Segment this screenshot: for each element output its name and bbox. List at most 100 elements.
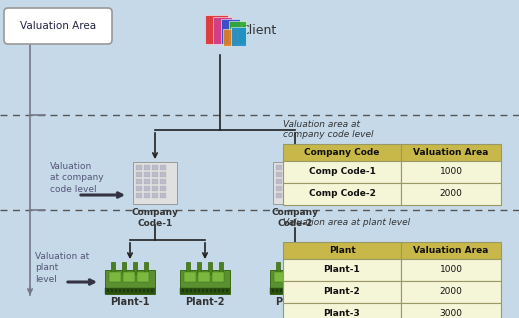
Bar xyxy=(206,289,208,292)
Bar xyxy=(219,262,223,274)
Bar xyxy=(274,272,286,282)
Bar xyxy=(300,289,302,292)
FancyBboxPatch shape xyxy=(228,20,245,44)
Bar xyxy=(276,186,282,191)
Bar xyxy=(292,165,298,170)
Bar xyxy=(283,242,401,259)
Text: Plant-1: Plant-1 xyxy=(324,266,360,274)
Bar xyxy=(283,144,401,161)
Bar xyxy=(284,289,286,292)
Bar xyxy=(283,303,401,318)
Text: 1000: 1000 xyxy=(440,168,462,176)
Bar xyxy=(270,270,320,294)
Bar xyxy=(284,165,290,170)
Bar xyxy=(105,288,155,294)
Bar xyxy=(300,186,306,191)
FancyBboxPatch shape xyxy=(4,8,112,44)
Bar xyxy=(144,262,148,274)
Bar xyxy=(288,289,290,292)
Text: Company
Code-1: Company Code-1 xyxy=(131,208,179,228)
Bar xyxy=(284,179,290,184)
Bar xyxy=(136,172,142,177)
Bar xyxy=(186,262,190,274)
Bar xyxy=(152,172,158,177)
Bar xyxy=(214,289,216,292)
Text: Valuation area at
company code level: Valuation area at company code level xyxy=(283,120,374,139)
FancyBboxPatch shape xyxy=(204,15,227,44)
Bar xyxy=(107,289,109,292)
Bar xyxy=(136,193,142,198)
Bar xyxy=(300,172,306,177)
Bar xyxy=(276,179,282,184)
Bar xyxy=(136,165,142,170)
Bar xyxy=(401,259,501,281)
Bar xyxy=(316,289,318,292)
Bar xyxy=(288,272,300,282)
Text: Valuation Area: Valuation Area xyxy=(413,246,489,255)
Bar xyxy=(284,186,290,191)
Bar xyxy=(308,289,310,292)
Bar xyxy=(136,179,142,184)
Bar xyxy=(160,165,166,170)
Bar xyxy=(160,186,166,191)
Text: Plant-3: Plant-3 xyxy=(324,309,360,318)
Bar xyxy=(300,193,306,198)
Text: Plant-2: Plant-2 xyxy=(324,287,360,296)
Bar xyxy=(182,289,184,292)
Bar xyxy=(190,289,192,292)
Bar xyxy=(276,289,278,292)
Bar xyxy=(312,289,314,292)
Bar xyxy=(283,161,401,183)
Bar xyxy=(283,259,401,281)
Bar xyxy=(401,183,501,205)
Bar xyxy=(131,289,133,292)
Text: Valuation area at plant level: Valuation area at plant level xyxy=(283,218,410,227)
Bar xyxy=(184,272,196,282)
Bar xyxy=(292,179,298,184)
Bar xyxy=(401,161,501,183)
Bar xyxy=(133,162,177,204)
FancyBboxPatch shape xyxy=(230,26,245,45)
Text: Comp Code-1: Comp Code-1 xyxy=(309,168,375,176)
Bar xyxy=(284,193,290,198)
Text: Plant-3: Plant-3 xyxy=(275,297,315,307)
Bar xyxy=(197,262,201,274)
FancyBboxPatch shape xyxy=(223,29,238,45)
Text: Plant: Plant xyxy=(329,246,356,255)
Bar xyxy=(276,172,282,177)
Bar xyxy=(226,289,228,292)
Text: Valuation Area: Valuation Area xyxy=(20,21,96,31)
Bar xyxy=(296,289,298,292)
Bar xyxy=(144,165,150,170)
Text: 1000: 1000 xyxy=(440,266,462,274)
Bar xyxy=(111,289,113,292)
Bar xyxy=(119,289,121,292)
Bar xyxy=(276,165,282,170)
Bar xyxy=(292,289,294,292)
Bar xyxy=(198,272,210,282)
Text: Plant-2: Plant-2 xyxy=(185,297,225,307)
Bar xyxy=(123,289,125,292)
Bar xyxy=(121,262,126,274)
Bar xyxy=(309,262,313,274)
FancyBboxPatch shape xyxy=(212,17,231,44)
Bar xyxy=(135,289,137,292)
Bar xyxy=(109,272,121,282)
Bar xyxy=(401,144,501,161)
Bar xyxy=(292,186,298,191)
Bar xyxy=(160,172,166,177)
Bar xyxy=(401,303,501,318)
Bar xyxy=(212,272,224,282)
Bar xyxy=(283,281,401,303)
Bar xyxy=(123,272,135,282)
Bar xyxy=(300,179,306,184)
Bar xyxy=(144,193,150,198)
Bar xyxy=(111,262,115,274)
Bar xyxy=(133,262,137,274)
Bar xyxy=(152,165,158,170)
Bar xyxy=(300,165,306,170)
Bar xyxy=(292,172,298,177)
Bar xyxy=(152,193,158,198)
Bar xyxy=(401,242,501,259)
Bar xyxy=(180,270,230,294)
